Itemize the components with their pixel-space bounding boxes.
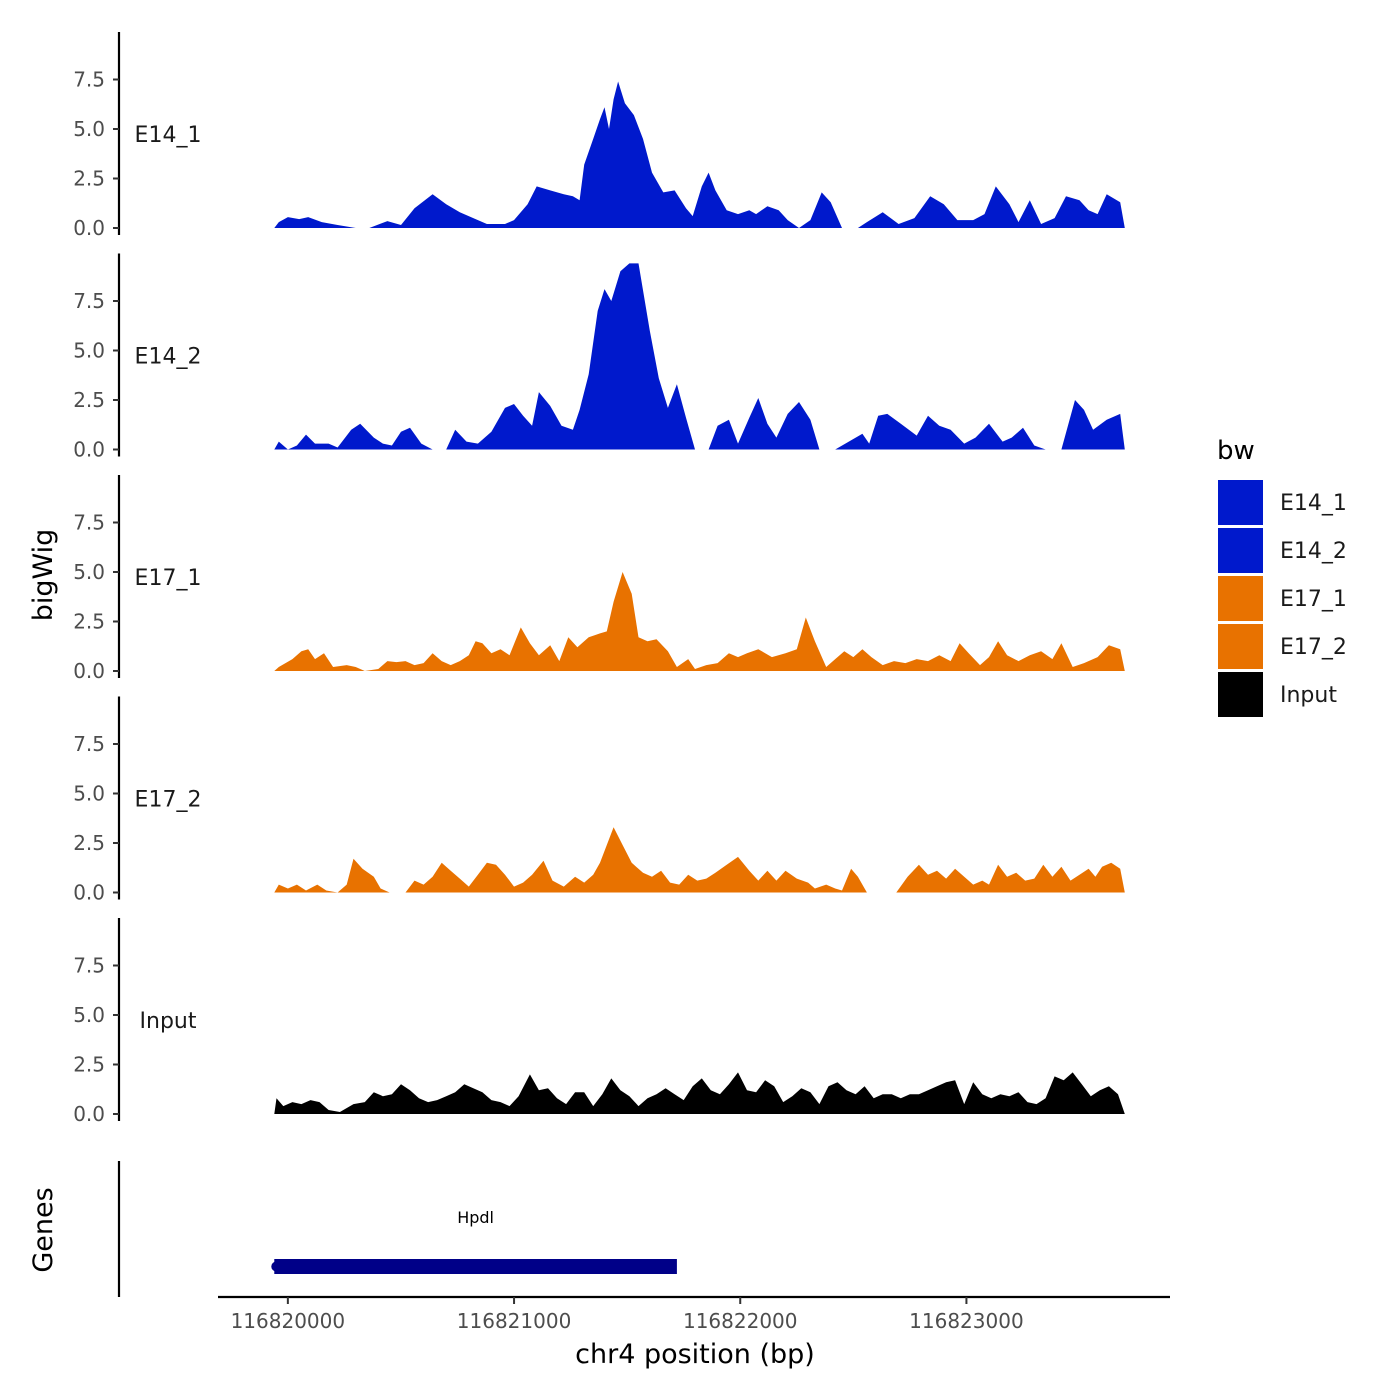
legend: bw E14_1 E14_2 E17_1 E17_2 Input bbox=[1217, 436, 1347, 717]
legend-swatch-e14-1 bbox=[1218, 480, 1263, 525]
y-tick-label: 2.5 bbox=[73, 1053, 105, 1077]
gene-body-hpdl bbox=[274, 1259, 677, 1274]
legend-label-e14-1: E14_1 bbox=[1280, 491, 1347, 516]
y-tick-label: 5.0 bbox=[73, 339, 105, 363]
y-tick-label: 2.5 bbox=[73, 167, 105, 191]
legend-swatch-e14-2 bbox=[1218, 528, 1263, 573]
y-tick-label: 5.0 bbox=[73, 782, 105, 806]
y-tick-label: 2.5 bbox=[73, 831, 105, 855]
legend-label-e17-2: E17_2 bbox=[1280, 635, 1347, 660]
y-tick-label: 2.5 bbox=[73, 388, 105, 412]
y-tick-label: 0.0 bbox=[73, 659, 105, 683]
legend-label-e17-1: E17_1 bbox=[1280, 587, 1347, 612]
x-tick-label: 116821000 bbox=[457, 1309, 572, 1333]
coverage-area-e17-2 bbox=[274, 827, 1125, 893]
y-tick-label: 5.0 bbox=[73, 560, 105, 584]
coverage-area-e14-2 bbox=[274, 263, 1125, 450]
legend-title: bw bbox=[1217, 436, 1255, 466]
coverage-area-e14-1 bbox=[274, 81, 1125, 228]
legend-swatch-input bbox=[1218, 672, 1263, 717]
track-label-input: Input bbox=[140, 1009, 197, 1034]
legend-label-input: Input bbox=[1280, 683, 1337, 708]
track-label-e17-2: E17_2 bbox=[135, 788, 202, 813]
y-axis-title: bigWig bbox=[28, 529, 59, 622]
coverage-tracks: 0.0 2.5 5.0 7.5 E14_1 0.0 2.5 5.0 7.5 E14_2 0.0 2.5… bbox=[73, 32, 1125, 1126]
y-tick-label: 7.5 bbox=[73, 68, 105, 92]
track-e14-2: 0.0 2.5 5.0 7.5 E14_2 bbox=[73, 253, 1125, 462]
x-tick-label: 116823000 bbox=[909, 1309, 1024, 1333]
y-tick-label: 7.5 bbox=[73, 732, 105, 756]
x-axis: 116820000 116821000 116822000 116823000 bbox=[218, 1295, 1170, 1333]
y-tick-label: 5.0 bbox=[73, 117, 105, 141]
track-e17-2: 0.0 2.5 5.0 7.5 E17_2 bbox=[73, 696, 1125, 905]
y-tick-label: 7.5 bbox=[73, 954, 105, 978]
genes-panel: Hpdl bbox=[117, 1161, 677, 1297]
y-tick-label: 0.0 bbox=[73, 881, 105, 905]
y-tick-label: 7.5 bbox=[73, 289, 105, 313]
x-tick-label: 116820000 bbox=[231, 1309, 346, 1333]
y-tick-label: 0.0 bbox=[73, 438, 105, 462]
track-e14-1: 0.0 2.5 5.0 7.5 E14_1 bbox=[73, 32, 1125, 240]
coverage-area-input bbox=[274, 1072, 1125, 1114]
genes-panel-title: Genes bbox=[28, 1187, 59, 1272]
legend-swatch-e17-1 bbox=[1218, 576, 1263, 621]
track-e17-1: 0.0 2.5 5.0 7.5 E17_1 bbox=[73, 475, 1125, 683]
coverage-area-e17-1 bbox=[274, 572, 1125, 671]
x-tick-label: 116822000 bbox=[683, 1309, 798, 1333]
track-label-e17-1: E17_1 bbox=[135, 566, 202, 591]
legend-swatch-e17-2 bbox=[1218, 624, 1263, 669]
y-tick-label: 7.5 bbox=[73, 511, 105, 535]
y-tick-label: 2.5 bbox=[73, 610, 105, 634]
y-tick-label: 5.0 bbox=[73, 1003, 105, 1027]
gene-start-marker bbox=[271, 1261, 282, 1272]
track-label-e14-2: E14_2 bbox=[135, 345, 202, 370]
legend-label-e14-2: E14_2 bbox=[1280, 539, 1347, 564]
y-tick-label: 0.0 bbox=[73, 1102, 105, 1126]
gene-label-hpdl: Hpdl bbox=[457, 1208, 494, 1227]
track-input: 0.0 2.5 5.0 7.5 Input bbox=[73, 918, 1125, 1126]
track-label-e14-1: E14_1 bbox=[135, 123, 202, 148]
y-tick-label: 0.0 bbox=[73, 216, 105, 240]
x-axis-title: chr4 position (bp) bbox=[575, 1339, 815, 1370]
